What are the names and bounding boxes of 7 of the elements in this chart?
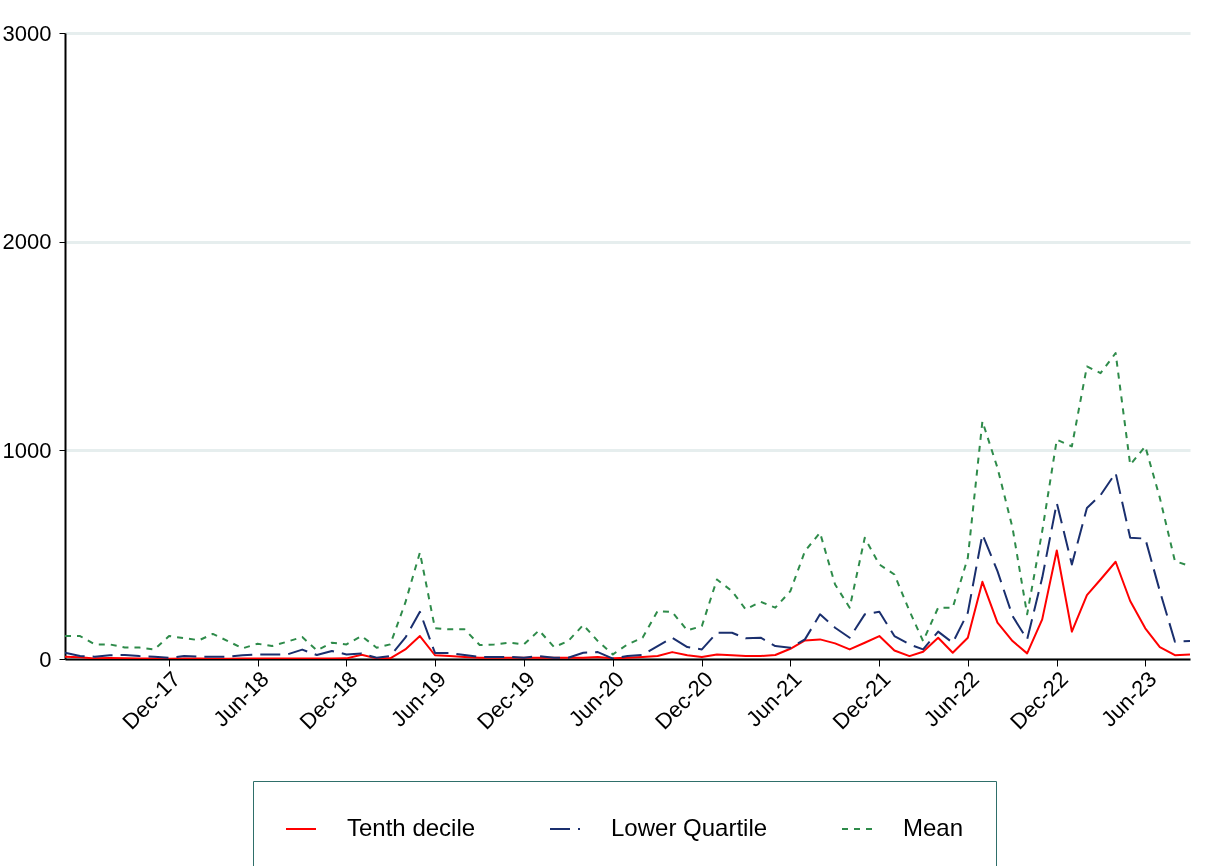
legend-label: Tenth decile [347,814,476,841]
y-tick-label: 2000 [2,229,52,255]
legend-label: Mean [903,814,964,841]
y-tick-label: 0 [39,646,52,672]
legend-label: Lower Quartile [611,814,768,841]
y-tick-label: 3000 [2,20,52,46]
y-tick-label: 1000 [2,437,52,463]
